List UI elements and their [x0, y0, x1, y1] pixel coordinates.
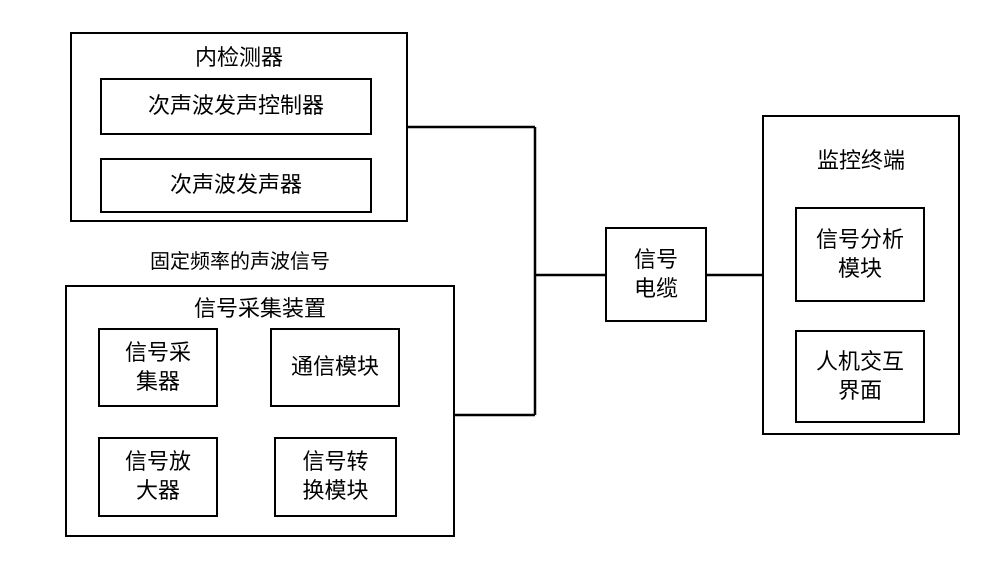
signal-converter: 信号转 换模块	[274, 437, 397, 517]
comm-module: 通信模块	[270, 328, 400, 407]
infrasound-emitter: 次声波发声器	[100, 158, 372, 213]
hmi-module: 人机交互 界面	[795, 330, 925, 423]
signal-amplifier: 信号放 大器	[98, 437, 218, 517]
diagram-stage: 内检测器 次声波发声控制器 次声波发声器 固定频率的声波信号 信号采集装置 信号…	[0, 0, 1000, 585]
signal-cable: 信号 电缆	[605, 227, 707, 322]
signal-sampler: 信号采 集器	[98, 328, 218, 407]
fixed-frequency-label: 固定频率的声波信号	[115, 245, 365, 274]
collector-title: 信号采集装置	[67, 295, 453, 324]
infrasound-controller: 次声波发声控制器	[100, 78, 372, 135]
signal-analysis-module: 信号分析 模块	[795, 207, 925, 302]
detector-title: 内检测器	[72, 44, 406, 73]
terminal-title: 监控终端	[764, 147, 958, 176]
